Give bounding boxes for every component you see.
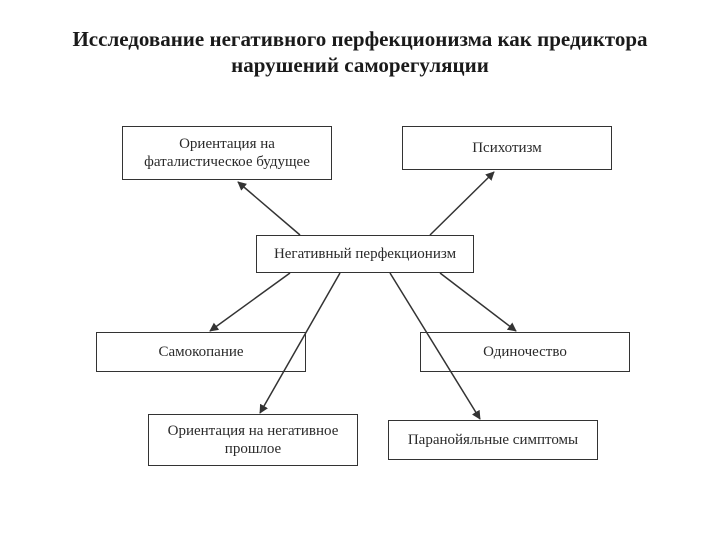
node-bot-right: Паранойяльные симптомы <box>388 420 598 460</box>
node-mid-left: Самокопание <box>96 332 306 372</box>
node-bot-left: Ориентация на негативное прошлое <box>148 414 358 466</box>
node-mid-right: Одиночество <box>420 332 630 372</box>
node-top-left: Ориентация на фаталистическое будущее <box>122 126 332 180</box>
page-title: Исследование негативного перфекционизма … <box>60 26 660 79</box>
node-top-right: Психотизм <box>402 126 612 170</box>
node-center: Негативный перфекционизм <box>256 235 474 273</box>
